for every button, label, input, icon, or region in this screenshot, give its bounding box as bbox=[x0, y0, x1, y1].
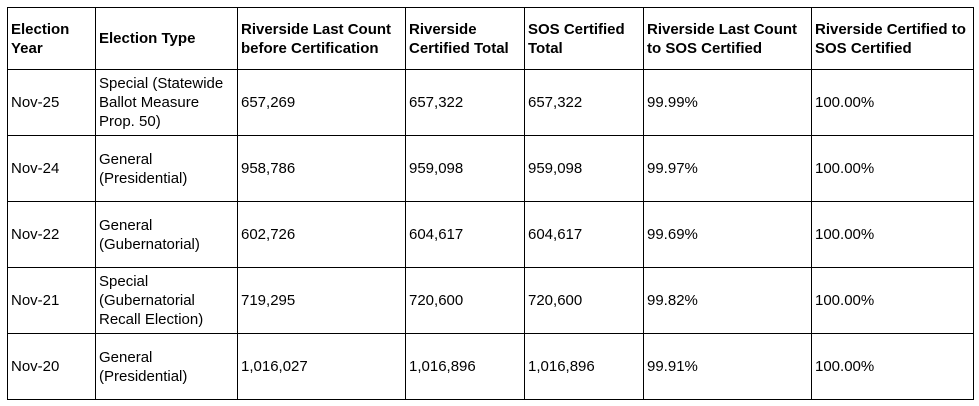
table-cell: 100.00% bbox=[811, 267, 974, 334]
table-row: Nov-24 General (Presidential) 958,786 959,0… bbox=[7, 135, 974, 202]
table-row: Nov-22 General (Gubernatorial) 602,726 604,… bbox=[7, 201, 974, 268]
table-head: Election Year Election Type Riverside Last… bbox=[7, 7, 974, 70]
table-cell: 657,269 bbox=[237, 69, 406, 136]
table-row: Nov-21 Special (Gubernatorial Recall Elec… bbox=[7, 267, 974, 334]
table-cell: 99.69% bbox=[643, 201, 812, 268]
header-cell: Riverside Certified Total bbox=[405, 7, 525, 70]
table-cell: 1,016,027 bbox=[237, 333, 406, 400]
table-cell: 959,098 bbox=[524, 135, 644, 202]
table-cell: 657,322 bbox=[524, 69, 644, 136]
table-cell: General (Gubernatorial) bbox=[95, 201, 238, 268]
table-cell: 959,098 bbox=[405, 135, 525, 202]
header-cell: Riverside Certified to SOS Certified bbox=[811, 7, 974, 70]
table-cell: Nov-21 bbox=[7, 267, 96, 334]
header-row: Election Year Election Type Riverside Last… bbox=[7, 7, 974, 70]
table-row: Nov-20 General (Presidential) 1,016,027 1,0… bbox=[7, 333, 974, 400]
table-cell: General (Presidential) bbox=[95, 135, 238, 202]
table-cell: 1,016,896 bbox=[405, 333, 525, 400]
table-cell: General (Presidential) bbox=[95, 333, 238, 400]
table-row: Nov-25 Special (Statewide Ballot Measure … bbox=[7, 69, 974, 136]
table-cell: Nov-20 bbox=[7, 333, 96, 400]
header-cell: SOS Certified Total bbox=[524, 7, 644, 70]
table-cell: 602,726 bbox=[237, 201, 406, 268]
table-cell: Special (Gubernatorial Recall Election) bbox=[95, 267, 238, 334]
table-cell: 100.00% bbox=[811, 135, 974, 202]
table-cell: Nov-22 bbox=[7, 201, 96, 268]
table-cell: 604,617 bbox=[405, 201, 525, 268]
table-cell: 100.00% bbox=[811, 333, 974, 400]
table-cell: Special (Statewide Ballot Measure Prop. … bbox=[95, 69, 238, 136]
table-body: Nov-25 Special (Statewide Ballot Measure … bbox=[7, 69, 974, 400]
header-cell: Riverside Last Count to SOS Certified bbox=[643, 7, 812, 70]
table-cell: 958,786 bbox=[237, 135, 406, 202]
table-cell: 657,322 bbox=[405, 69, 525, 136]
table-cell: 719,295 bbox=[237, 267, 406, 334]
table-cell: Nov-25 bbox=[7, 69, 96, 136]
table-cell: 1,016,896 bbox=[524, 333, 644, 400]
header-cell: Election Type bbox=[95, 7, 238, 70]
data-table: Election Year Election Type Riverside Last… bbox=[7, 7, 974, 400]
table-cell: 99.99% bbox=[643, 69, 812, 136]
table-cell: Nov-24 bbox=[7, 135, 96, 202]
header-cell: Election Year bbox=[7, 7, 96, 70]
table-cell: 720,600 bbox=[524, 267, 644, 334]
table-cell: 604,617 bbox=[524, 201, 644, 268]
table-cell: 99.82% bbox=[643, 267, 812, 334]
table-cell: 720,600 bbox=[405, 267, 525, 334]
table-cell: 99.97% bbox=[643, 135, 812, 202]
table-cell: 100.00% bbox=[811, 69, 974, 136]
header-cell: Riverside Last Count before Certificatio… bbox=[237, 7, 406, 70]
table-cell: 99.91% bbox=[643, 333, 812, 400]
table-cell: 100.00% bbox=[811, 201, 974, 268]
